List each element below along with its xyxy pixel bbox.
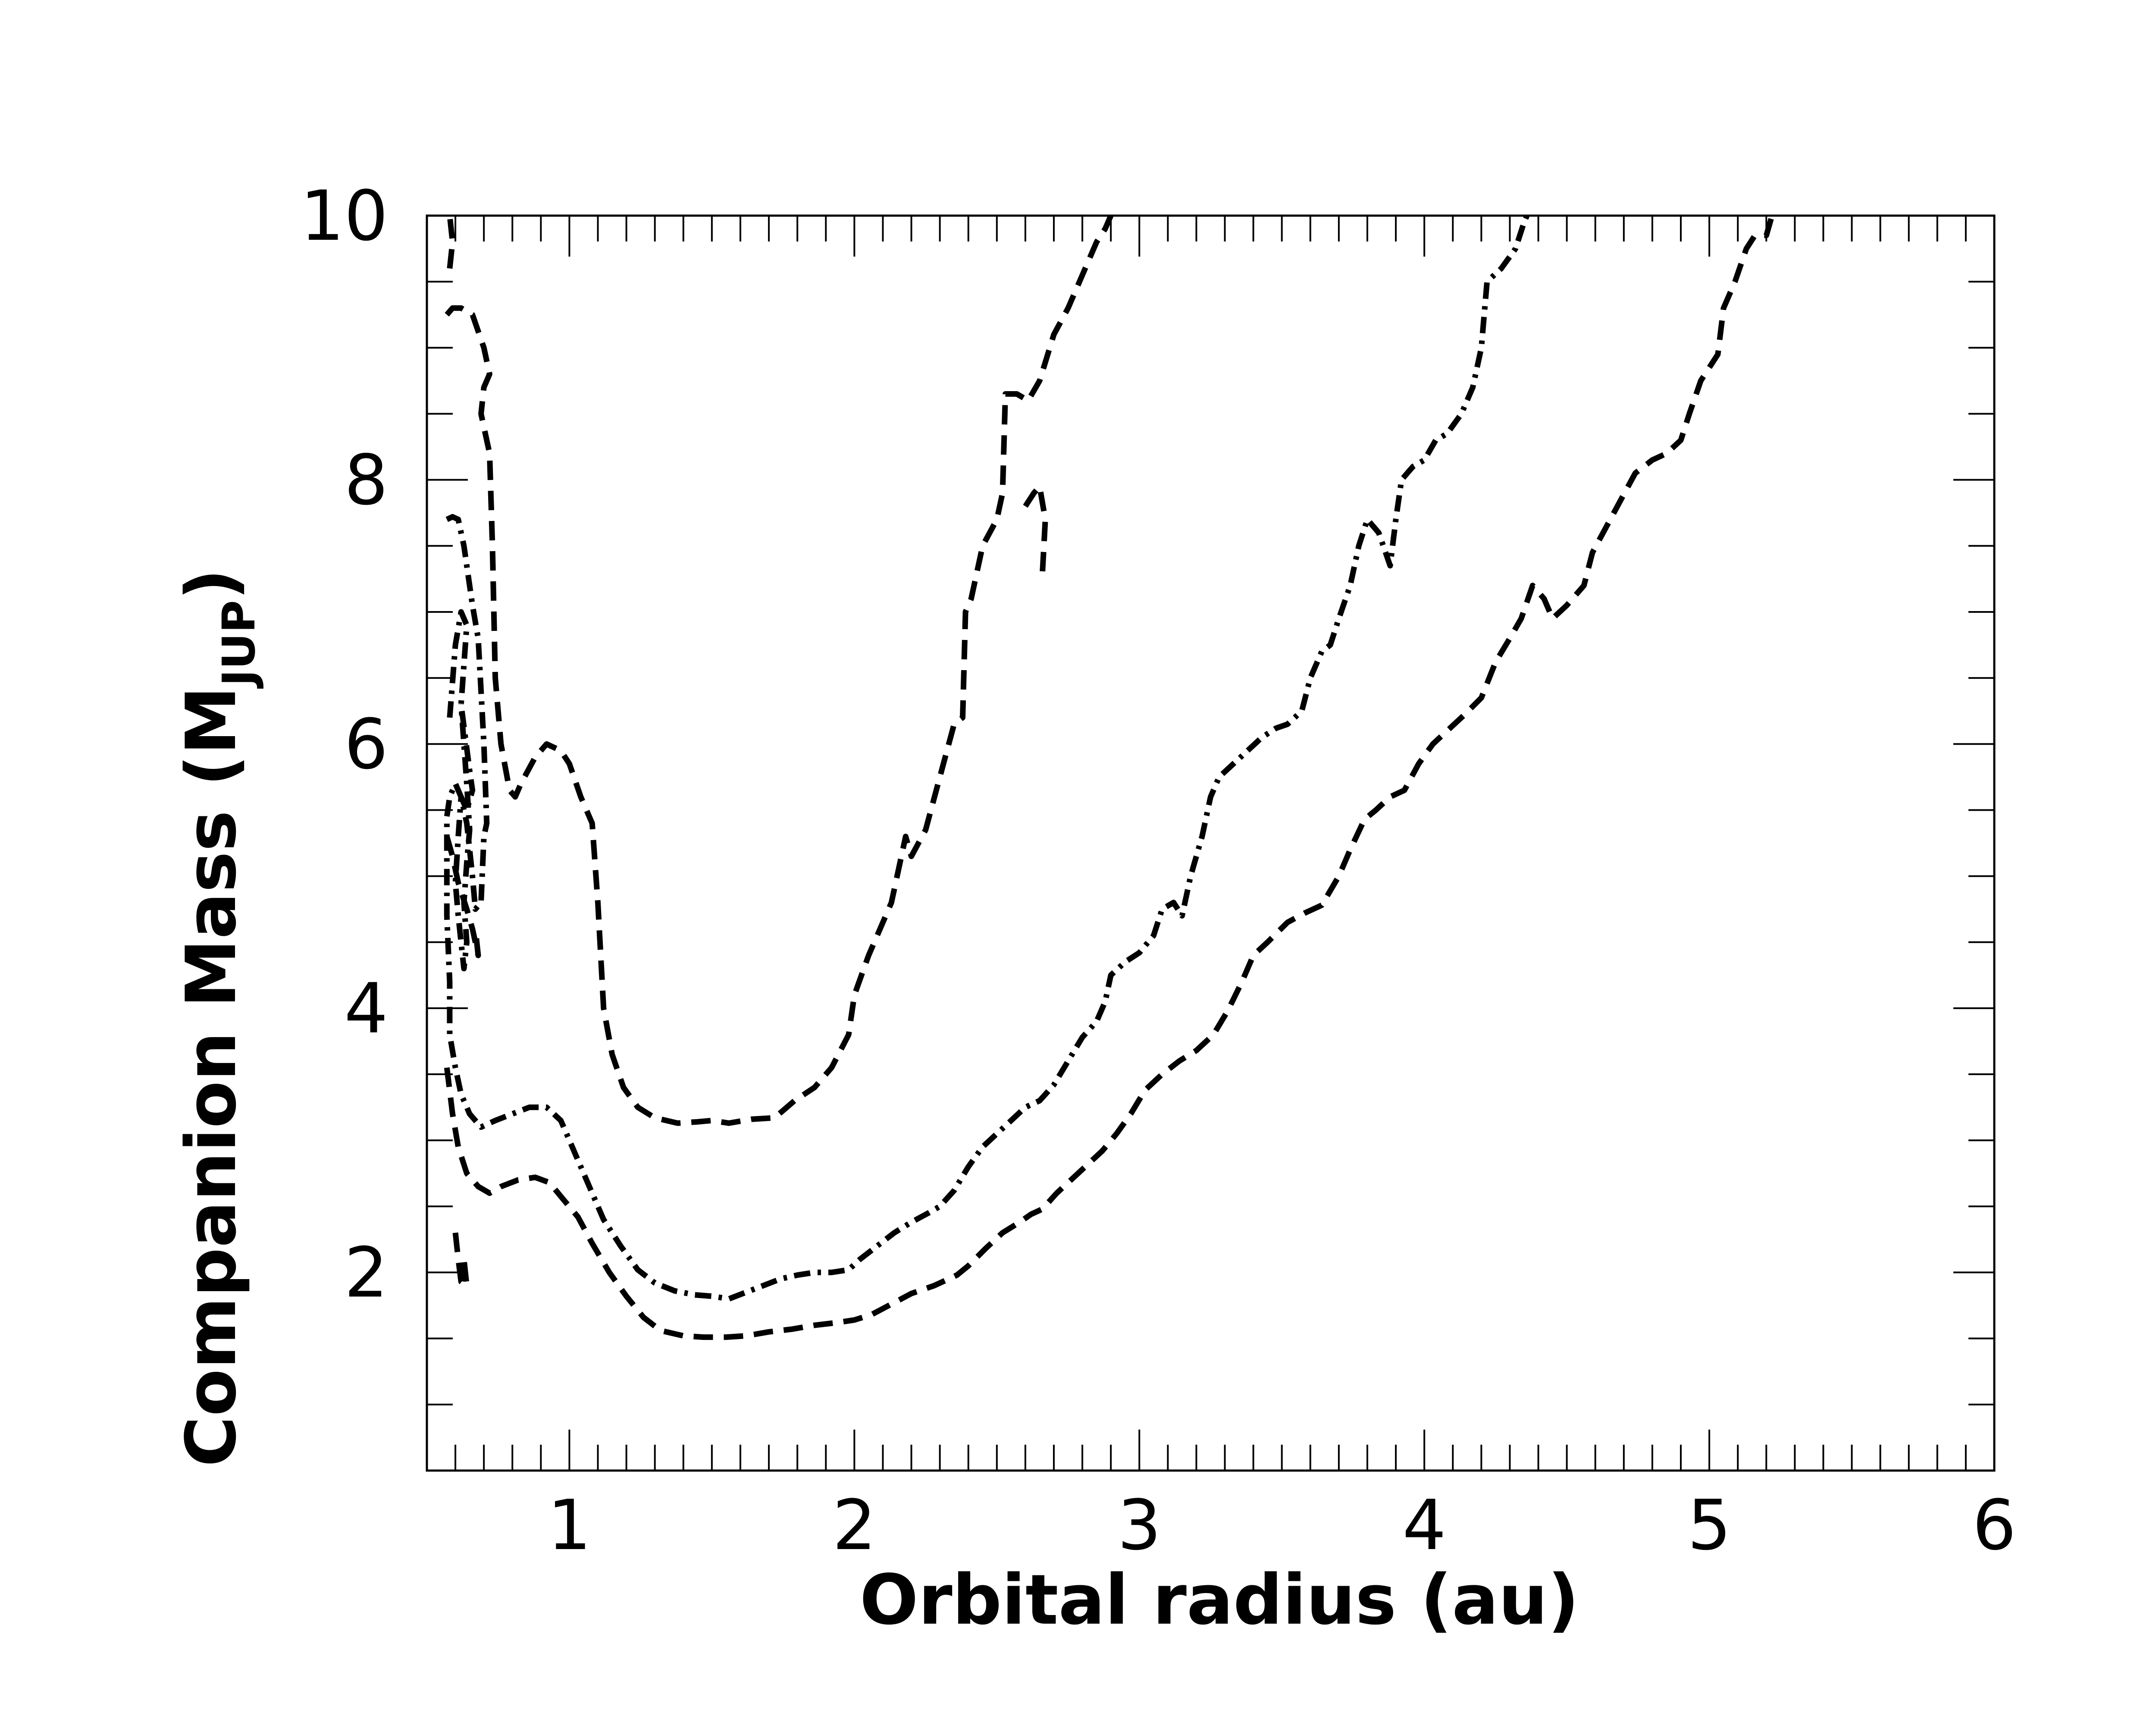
- y-tick-label: 6: [344, 704, 388, 784]
- y-tick-label: 4: [344, 968, 388, 1049]
- y-tick-label: 8: [344, 440, 388, 521]
- dashed-contour-line: [447, 215, 455, 269]
- x-tick-label: 2: [832, 1485, 876, 1565]
- dashed-contour-line: [1023, 483, 1048, 573]
- x-tick-label: 4: [1402, 1485, 1446, 1565]
- x-tick-labels: 1 2 3 4 5 6: [548, 1485, 2016, 1565]
- x-tick-label: 1: [548, 1485, 592, 1565]
- y-tick-labels: 2 4 6 8 10: [300, 176, 388, 1313]
- dashed-contour-line: [444, 215, 1775, 1340]
- ticks-layer: [426, 215, 1995, 1471]
- plot-frame: [426, 214, 1996, 1472]
- dashed-contour-line: [452, 1232, 470, 1289]
- series-layer: [444, 214, 1775, 1340]
- x-tick-label: 6: [1972, 1485, 2016, 1565]
- x-axis-label: Orbital radius (au): [860, 1559, 1579, 1640]
- y-axis-label: Companion Mass (MJUP): [171, 568, 265, 1467]
- y-tick-label: 10: [300, 176, 388, 256]
- dashed-contour-line: [445, 214, 1114, 1126]
- x-tick-label: 5: [1687, 1485, 1731, 1565]
- y-tick-label: 2: [344, 1233, 388, 1313]
- y-axis-label-suffix: ): [171, 568, 251, 600]
- y-axis-label-subscript: JUP: [213, 600, 265, 689]
- dash-dot-contour-line: [447, 609, 476, 972]
- y-axis-label-prefix: Companion Mass (M: [171, 686, 251, 1467]
- x-tick-label: 3: [1117, 1485, 1161, 1565]
